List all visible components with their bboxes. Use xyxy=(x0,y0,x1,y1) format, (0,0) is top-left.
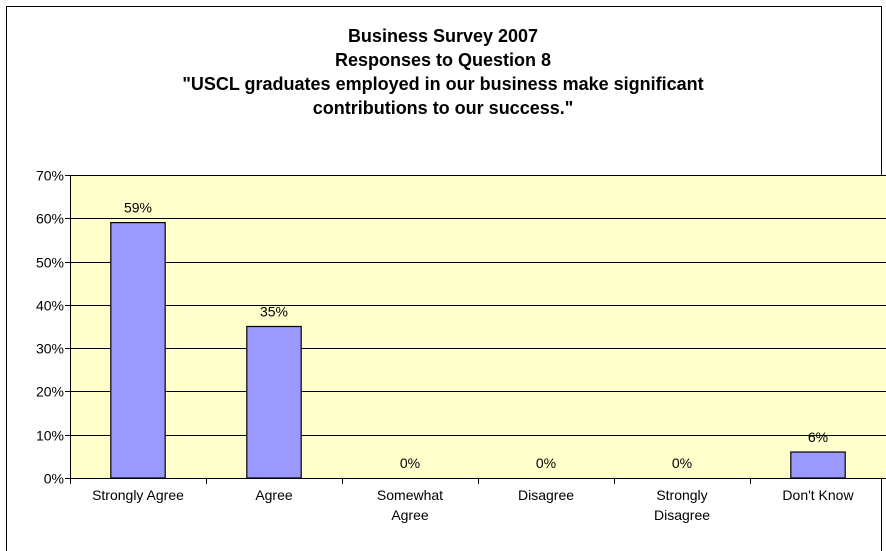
chart-title-line-1: Business Survey 2007 xyxy=(347,26,539,46)
chart-title-line-2: Responses to Question 8 xyxy=(334,50,552,70)
x-category-label: Agree xyxy=(391,507,429,523)
x-category-label: Somewhat xyxy=(377,487,443,503)
bar xyxy=(246,325,302,479)
x-category-label: Strongly Agree xyxy=(92,487,184,503)
data-label: 0% xyxy=(536,455,556,471)
x-category-label: Disagree xyxy=(518,487,574,503)
y-tick-label: 0% xyxy=(44,471,64,487)
y-tick-label: 60% xyxy=(36,211,64,227)
chart-title: Business Survey 2007 Responses to Questi… xyxy=(0,24,886,120)
chart-title-line-3: "USCL graduates employed in our business… xyxy=(182,74,704,94)
y-tick-label: 20% xyxy=(36,384,64,400)
data-label: 35% xyxy=(260,304,288,320)
x-category-label: Agree xyxy=(255,487,293,503)
plot-area xyxy=(70,175,886,478)
y-tick-label: 70% xyxy=(36,168,64,184)
data-label: 0% xyxy=(400,455,420,471)
x-category-label: Don't Know xyxy=(782,487,854,503)
data-label: 6% xyxy=(808,429,828,445)
y-tick-label: 50% xyxy=(36,255,64,271)
x-category-label: Strongly xyxy=(656,487,707,503)
data-label: 0% xyxy=(672,455,692,471)
y-tick-label: 40% xyxy=(36,298,64,314)
bar xyxy=(110,222,166,479)
y-tick-label: 30% xyxy=(36,341,64,357)
data-label: 59% xyxy=(124,200,152,216)
y-tick-label: 10% xyxy=(36,428,64,444)
chart-title-line-4: contributions to our success." xyxy=(312,98,574,118)
bar xyxy=(790,451,846,479)
x-category-label: Disagree xyxy=(654,507,710,523)
